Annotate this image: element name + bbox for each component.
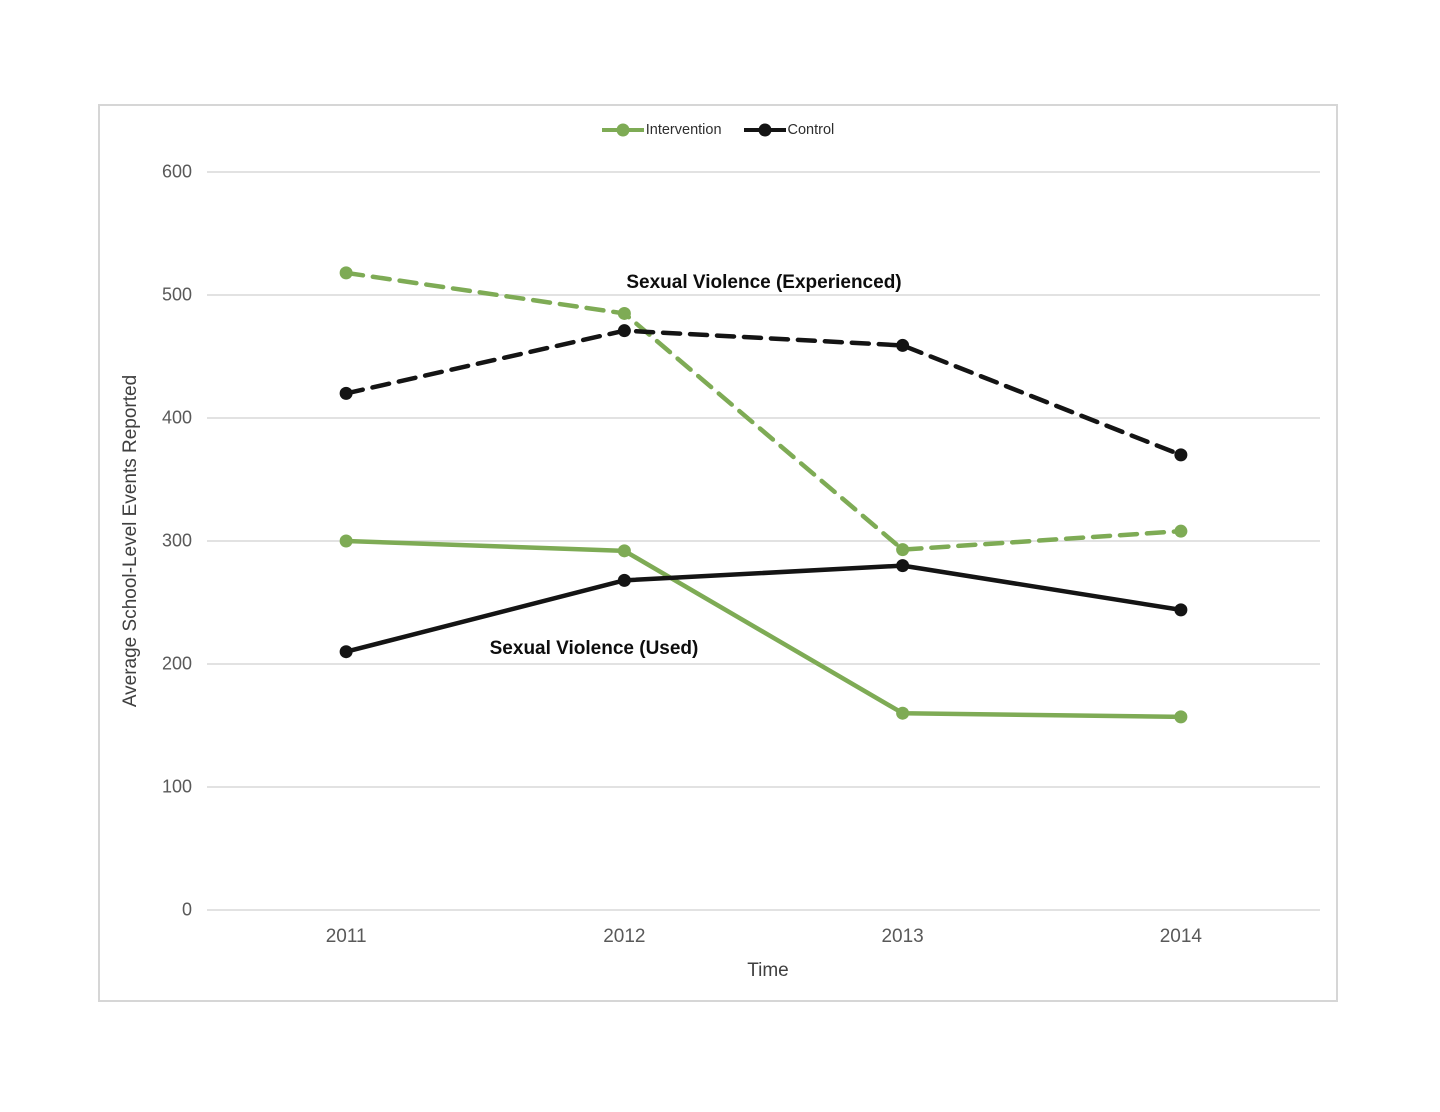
y-tick-label: 100	[161, 776, 192, 797]
legend-item-control: Control	[743, 122, 835, 138]
annotation-used: Sexual Violence (Used)	[489, 638, 699, 659]
x-axis-title: Time	[747, 960, 789, 981]
y-tick-label: 600	[161, 161, 192, 182]
y-tick-label: 200	[161, 653, 192, 674]
data-point-control-sexual-violence-used-2014	[1174, 603, 1188, 617]
data-point-control-sexual-violence-experienced-2011	[339, 386, 353, 400]
legend-label: Control	[787, 122, 835, 138]
series-line-control-sexual-violence-experienced	[343, 328, 1184, 458]
data-point-intervention-sexual-violence-experienced-2012	[617, 306, 631, 320]
data-point-control-sexual-violence-experienced-2012	[617, 324, 631, 338]
legend-label: Intervention	[645, 122, 722, 138]
y-tick-label: 0	[181, 899, 192, 920]
y-tick-label: 300	[161, 530, 192, 551]
series-line-intervention-sexual-violence-experienced	[343, 270, 1184, 552]
plot-area	[207, 171, 1320, 911]
x-tick-label: 2012	[603, 926, 646, 947]
data-point-control-sexual-violence-experienced-2014	[1174, 448, 1188, 462]
annotation-experienced: Sexual Violence (Experienced)	[626, 272, 902, 293]
data-point-intervention-sexual-violence-experienced-2014	[1174, 524, 1188, 538]
series-line-control-sexual-violence-used	[343, 563, 1184, 654]
x-tick-label: 2014	[1159, 926, 1203, 947]
legend-line-marker-icon	[743, 123, 786, 137]
data-point-control-sexual-violence-used-2011	[339, 645, 353, 659]
x-tick-label: 2013	[881, 926, 924, 947]
data-point-intervention-sexual-violence-used-2012	[617, 544, 631, 558]
x-tick-label: 2011	[325, 926, 367, 947]
data-point-intervention-sexual-violence-experienced-2013	[896, 543, 910, 557]
data-point-intervention-sexual-violence-used-2013	[896, 706, 910, 720]
y-tick-label: 400	[161, 407, 192, 428]
data-point-intervention-sexual-violence-used-2011	[339, 534, 353, 548]
legend-item-intervention: Intervention	[601, 122, 722, 138]
data-point-intervention-sexual-violence-used-2014	[1174, 710, 1188, 724]
legend: Intervention Control	[100, 122, 1336, 138]
data-point-control-sexual-violence-used-2012	[617, 573, 631, 587]
data-point-control-sexual-violence-used-2013	[896, 559, 910, 573]
legend-line-marker-icon	[601, 123, 644, 137]
chart-frame: Intervention Control Average School-Level…	[98, 104, 1338, 1002]
data-point-intervention-sexual-violence-experienced-2011	[339, 266, 353, 280]
y-tick-label: 500	[161, 284, 192, 305]
series-line-intervention-sexual-violence-used	[343, 538, 1184, 720]
data-point-control-sexual-violence-experienced-2013	[896, 338, 910, 352]
